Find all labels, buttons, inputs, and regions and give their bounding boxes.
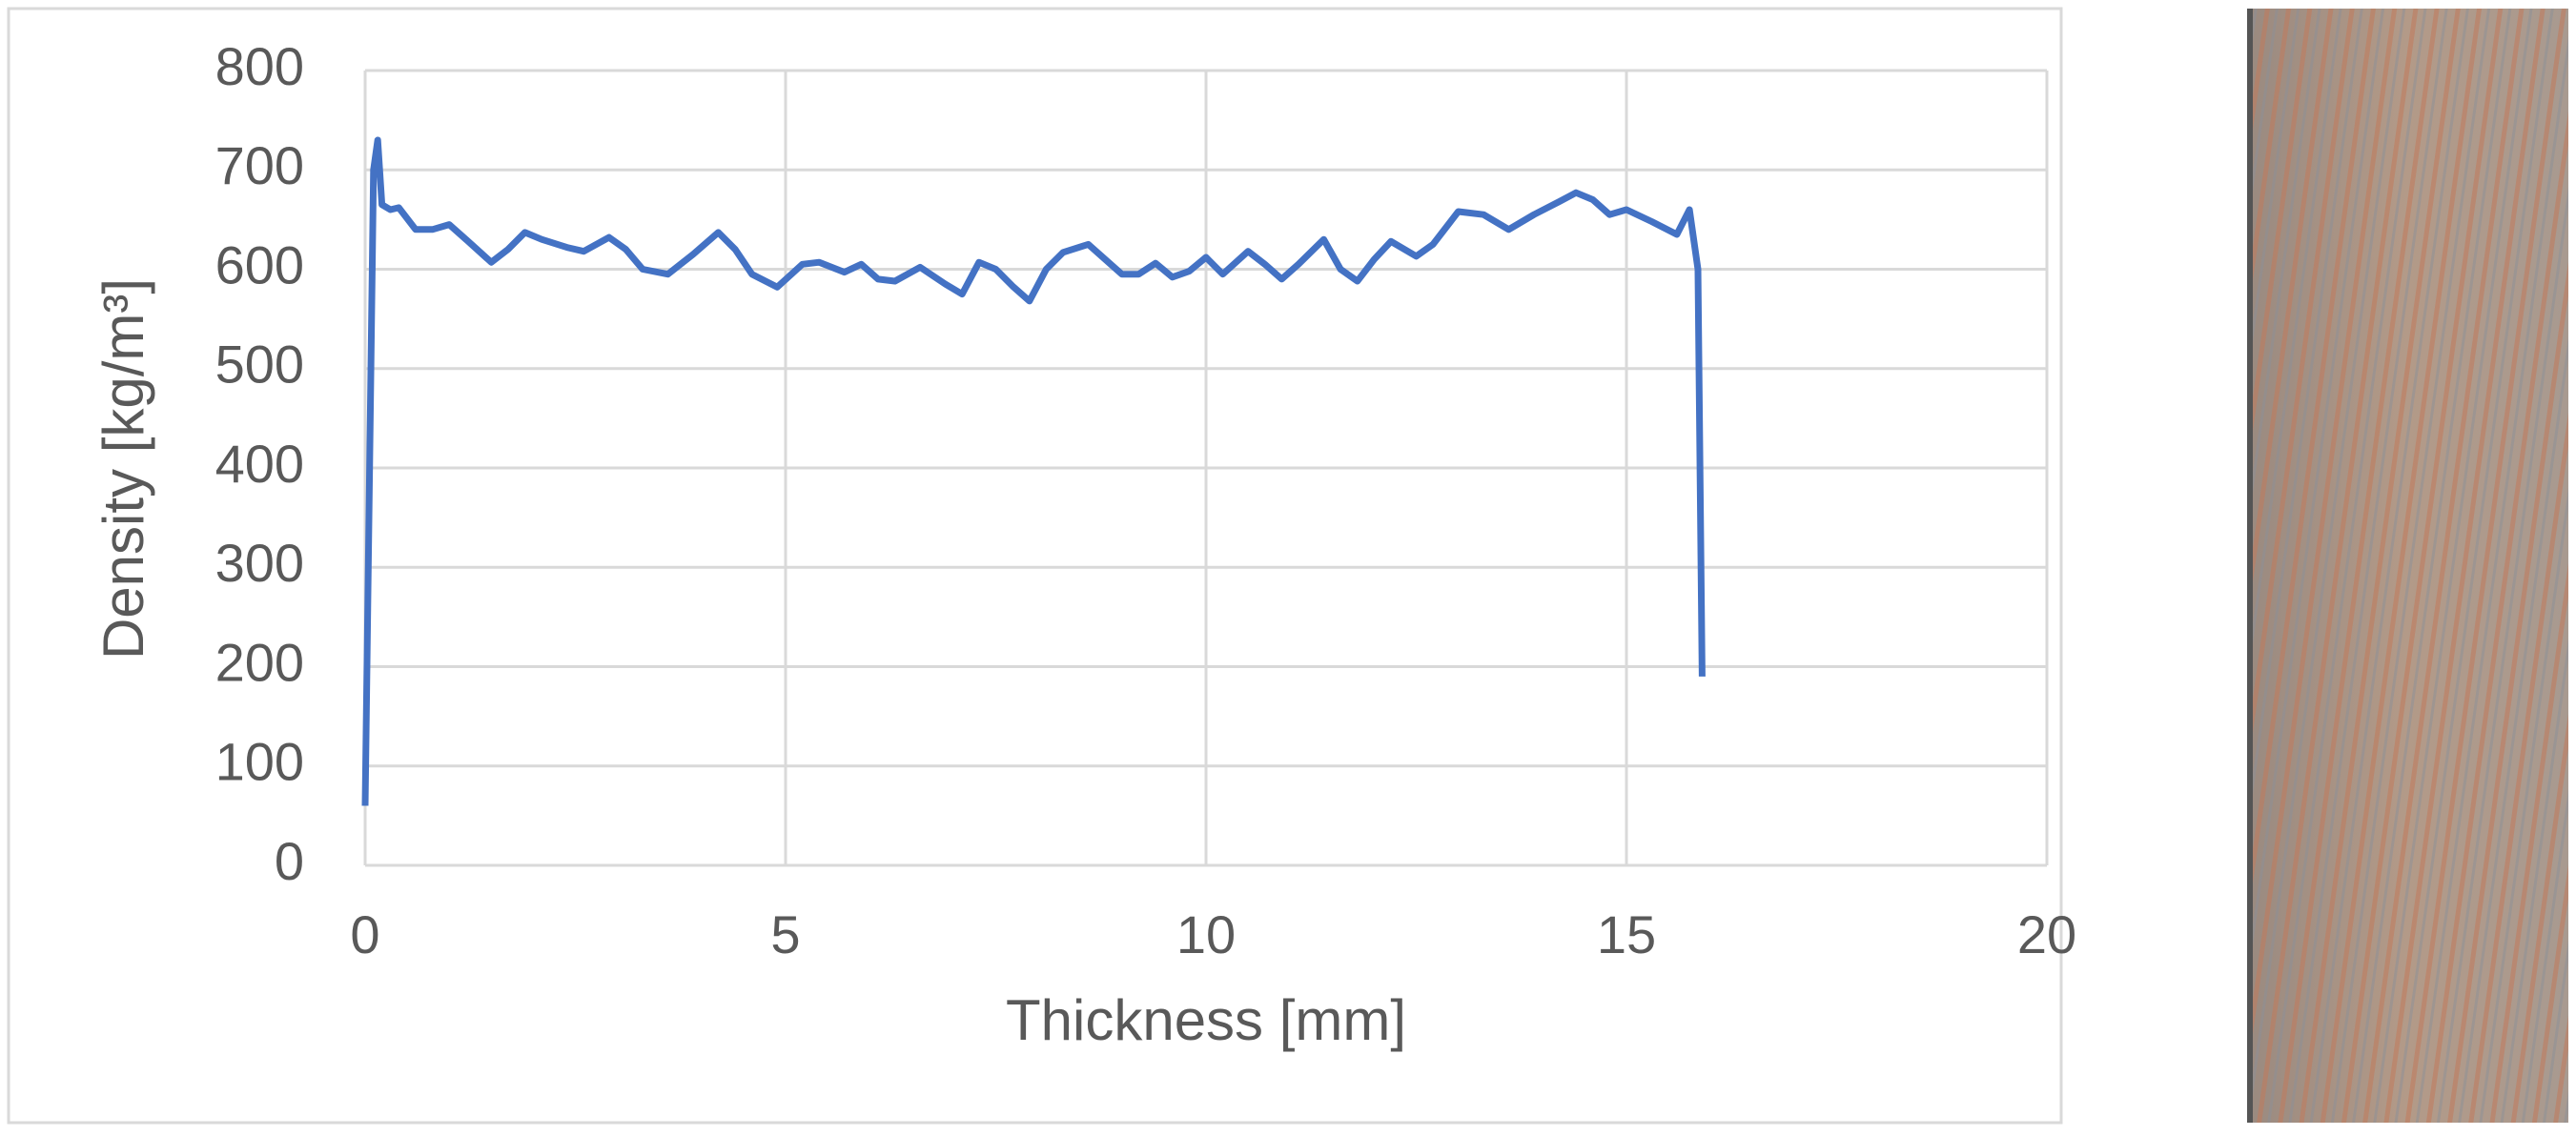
- wood-sample: [2247, 9, 2568, 1123]
- x-tick-label: 5: [770, 904, 800, 964]
- x-tick-label: 0: [350, 904, 379, 964]
- y-tick-label: 500: [215, 335, 304, 395]
- y-tick-label: 200: [215, 632, 304, 692]
- y-tick-label: 100: [215, 732, 304, 792]
- y-tick-label: 0: [275, 831, 304, 891]
- y-tick-label: 800: [215, 36, 304, 96]
- y-tick-label: 700: [215, 135, 304, 195]
- x-tick-label: 20: [2017, 904, 2076, 964]
- x-tick-label: 15: [1597, 904, 1656, 964]
- y-tick-label: 600: [215, 234, 304, 294]
- chart-frame: [7, 7, 2063, 1125]
- y-axis-title: Density [kg/m³]: [92, 278, 155, 659]
- density-line: [361, 136, 1706, 806]
- y-tick-label: 300: [215, 533, 304, 593]
- x-axis-title: Thickness [mm]: [1006, 988, 1406, 1052]
- y-tick-label: 400: [215, 434, 304, 494]
- x-tick-label: 10: [1176, 904, 1236, 964]
